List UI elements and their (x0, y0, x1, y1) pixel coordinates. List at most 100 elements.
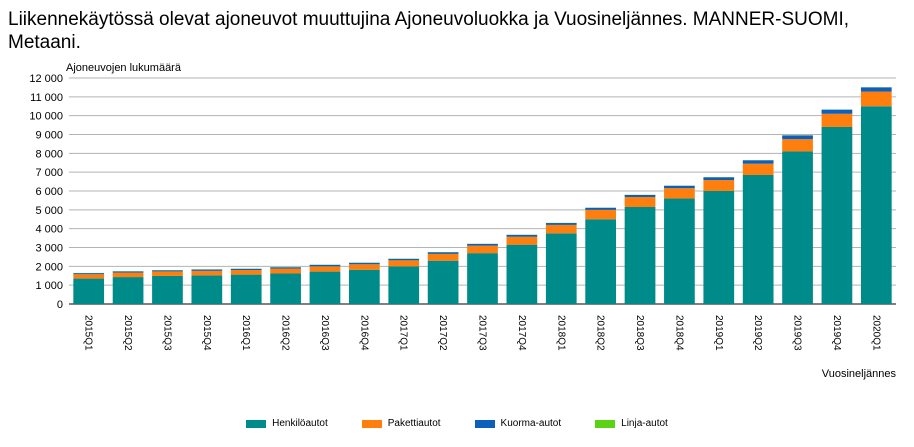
bar-segment-henkil-autot-2016q3 (309, 271, 341, 304)
bar-segment-henkil-autot-2015q1 (73, 278, 105, 304)
y-tick-label: 1 000 (35, 280, 63, 292)
bar-segment-pakettiautot-2019q4 (821, 113, 853, 127)
x-tick-label: 2020Q1 (870, 315, 881, 351)
x-tick-label: 2018Q1 (555, 315, 566, 351)
bar-segment-henkil-autot-2019q2 (742, 174, 774, 304)
bar-segment-henkil-autot-2016q1 (230, 274, 262, 304)
bar-segment-henkil-autot-2018q1 (545, 233, 577, 304)
x-tick-label: 2019Q4 (831, 315, 842, 351)
bar-segment-kuorma-autot-2016q3 (309, 264, 341, 267)
y-tick-label: 12 000 (29, 73, 63, 85)
bar-segment-kuorma-autot-2019q4 (821, 109, 853, 114)
x-tick-label: 2016Q2 (280, 315, 291, 351)
bar-segment-kuorma-autot-2018q2 (585, 207, 617, 210)
bar-segment-pakettiautot-2018q3 (624, 197, 656, 208)
bar-segment-kuorma-autot-2019q2 (742, 160, 774, 164)
y-tick-label: 0 (57, 299, 63, 311)
bar-segment-pakettiautot-2018q1 (545, 224, 577, 234)
bar-segment-henkil-autot-2015q4 (191, 275, 223, 304)
y-tick-label: 3 000 (35, 243, 63, 255)
bar-segment-kuorma-autot-2017q3 (467, 243, 498, 246)
y-axis-label: Ajoneuvojen lukumäärä (66, 62, 182, 74)
x-tick-label: 2016Q1 (240, 315, 251, 351)
bar-segment-kuorma-autot-2018q4 (664, 185, 695, 189)
bar-segment-henkil-autot-2019q3 (782, 151, 813, 304)
legend-item: Kuorma-autot (474, 418, 561, 429)
bar-segment-pakettiautot-2015q3 (152, 271, 183, 276)
y-tick-label: 10 000 (29, 111, 63, 123)
x-tick-label: 2016Q4 (358, 315, 369, 351)
x-tick-label: 2015Q4 (201, 315, 212, 351)
bar-segment-henkil-autot-2016q4 (348, 269, 380, 304)
legend-label: Linja-autot (621, 418, 668, 429)
bar-segment-kuorma-autot-2015q3 (152, 270, 183, 272)
x-tick-label: 2017Q4 (516, 315, 527, 351)
bar-segment-henkil-autot-2019q1 (703, 191, 735, 304)
bar-segment-pakettiautot-2017q4 (506, 236, 538, 245)
legend-swatch (595, 419, 616, 428)
bar-segment-pakettiautot-2015q4 (191, 270, 223, 276)
bar-segment-henkil-autot-2018q4 (664, 198, 695, 304)
bar-segment-kuorma-autot-2019q1 (703, 177, 735, 181)
bar-segment-kuorma-autot-2015q2 (112, 271, 144, 273)
bar-segment-henkil-autot-2017q3 (467, 253, 498, 304)
x-tick-label: 2017Q2 (437, 315, 448, 351)
chart-legend: Henkilöautot Pakettiautot Kuorma-autot Linj… (0, 418, 914, 429)
x-tick-label: 2019Q1 (713, 315, 724, 351)
bar-segment-henkil-autot-2015q3 (152, 275, 183, 304)
y-tick-label: 7 000 (35, 167, 63, 179)
y-tick-label: 9 000 (35, 130, 63, 142)
bar-segment-pakettiautot-2016q4 (348, 264, 380, 270)
x-tick-label: 2018Q2 (595, 315, 606, 351)
bar-segment-kuorma-autot-2016q2 (270, 267, 301, 269)
x-tick-label: 2018Q3 (634, 315, 645, 351)
bar-segment-kuorma-autot-2016q1 (230, 268, 262, 271)
bar-segment-pakettiautot-2020q1 (860, 91, 892, 107)
x-tick-label: 2019Q3 (792, 315, 803, 351)
bar-segment-henkil-autot-2017q2 (427, 260, 459, 304)
bar-segment-kuorma-autot-2016q4 (348, 262, 380, 265)
bar-segment-kuorma-autot-2020q1 (860, 87, 892, 92)
bar-segment-kuorma-autot-2017q2 (427, 252, 459, 254)
legend-swatch (361, 419, 382, 428)
bar-segment-pakettiautot-2016q2 (270, 268, 301, 274)
bar-segment-henkil-autot-2018q2 (585, 219, 617, 304)
y-tick-label: 6 000 (35, 186, 63, 198)
chart-title: Liikennekäytössä olevat ajoneuvot muuttu… (8, 9, 850, 53)
x-tick-label: 2015Q2 (122, 315, 133, 351)
legend-label: Henkilöautot (272, 418, 328, 429)
y-axis-ticks: 0 1 000 2 000 3 000 4 000 5 000 6 000 7 000 8 00… (29, 73, 63, 311)
bar-segment-pakettiautot-2018q2 (585, 209, 617, 220)
legend-label: Pakettiautot (387, 418, 441, 429)
x-tick-label: 2015Q1 (83, 315, 94, 351)
legend-swatch (474, 419, 495, 428)
x-axis-label: Vuosineljännes (822, 368, 897, 380)
bar-segment-pakettiautot-2018q4 (664, 188, 695, 199)
legend-item: Linja-autot (595, 418, 668, 429)
bar-segment-kuorma-autot-2019q3 (782, 135, 813, 140)
bar-segment-henkil-autot-2017q1 (388, 266, 420, 304)
bar-segment-kuorma-autot-2015q1 (73, 273, 105, 275)
x-tick-label: 2015Q3 (161, 315, 172, 351)
x-tick-label: 2019Q2 (752, 315, 763, 351)
bar-segment-pakettiautot-2017q1 (388, 260, 420, 267)
bar-segment-pakettiautot-2019q2 (742, 163, 774, 175)
bar-segment-kuorma-autot-2018q3 (624, 194, 656, 198)
bar-segment-henkil-autot-2015q2 (112, 277, 144, 304)
x-tick-label: 2017Q3 (477, 315, 488, 351)
bar-segment-henkil-autot-2017q4 (506, 244, 538, 304)
bar-segment-kuorma-autot-2017q1 (388, 258, 420, 261)
y-tick-label: 8 000 (35, 148, 63, 160)
bar-segment-kuorma-autot-2018q1 (545, 223, 577, 225)
bar-segment-henkil-autot-2016q2 (270, 273, 301, 304)
x-tick-label: 2017Q1 (398, 315, 409, 351)
y-tick-label: 2 000 (35, 261, 63, 273)
bar-segment-henkil-autot-2018q3 (624, 207, 656, 304)
legend-swatch (246, 419, 267, 428)
y-tick-label: 5 000 (35, 205, 63, 217)
y-tick-label: 11 000 (30, 92, 63, 104)
bar-segment-pakettiautot-2019q1 (703, 180, 735, 191)
x-tick-label: 2016Q3 (319, 315, 330, 351)
bar-segment-pakettiautot-2015q1 (73, 274, 105, 279)
legend-item: Pakettiautot (361, 418, 441, 429)
